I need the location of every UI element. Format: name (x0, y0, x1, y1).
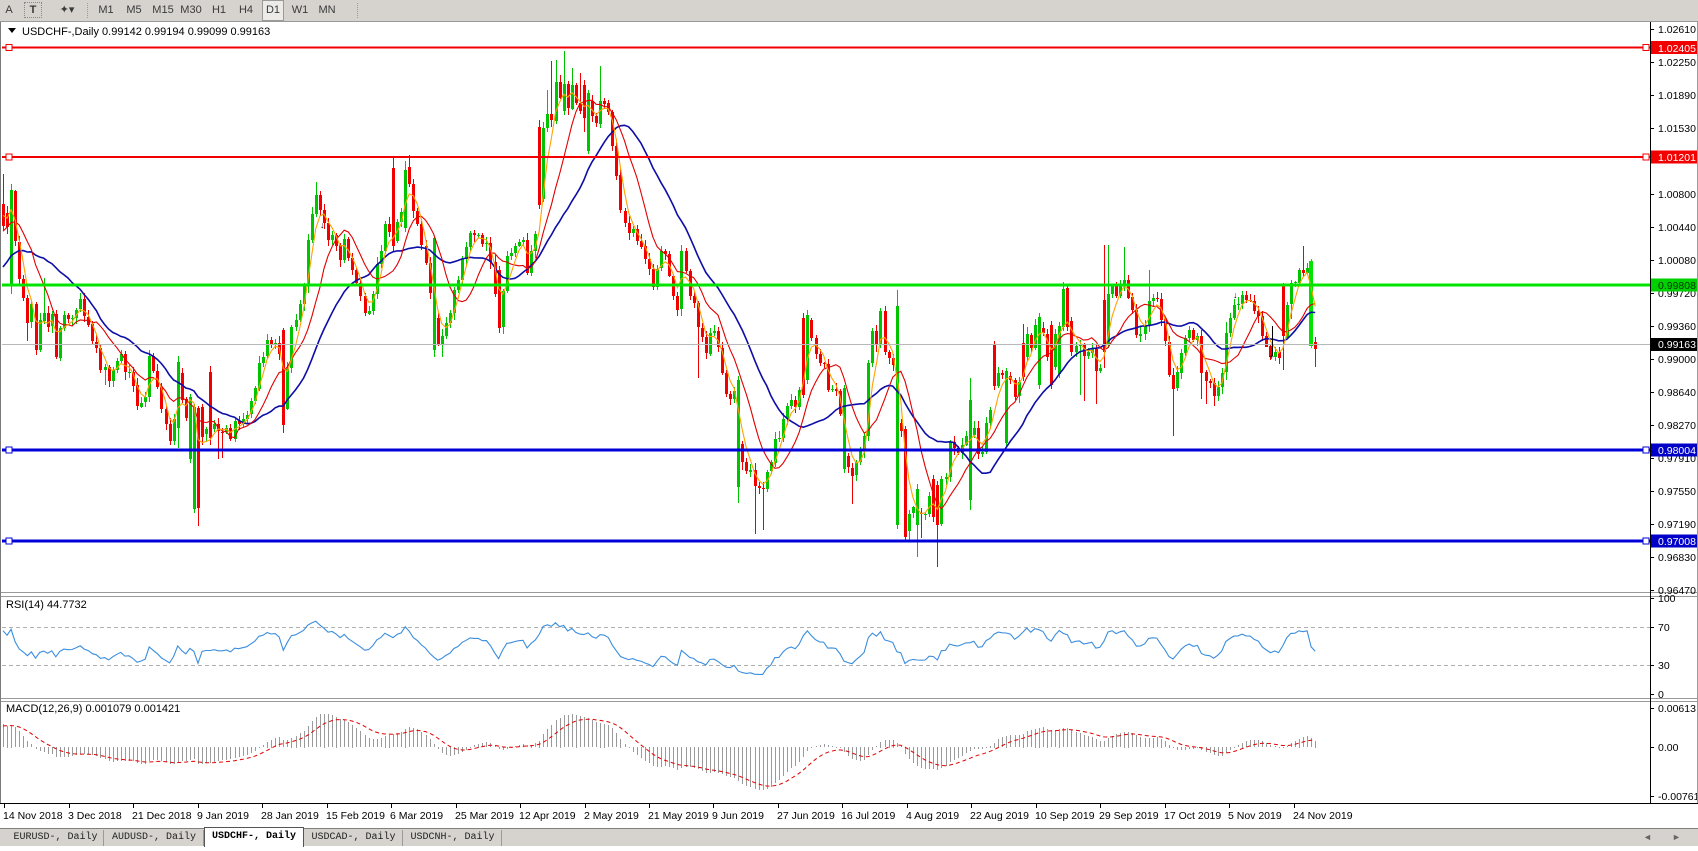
svg-text:21 Dec 2018: 21 Dec 2018 (132, 810, 192, 822)
svg-text:21 May 2019: 21 May 2019 (648, 810, 709, 822)
svg-text:9 Jun 2019: 9 Jun 2019 (712, 810, 764, 822)
svg-text:↓: ↓ (320, 220, 325, 230)
svg-text:15 Feb 2019: 15 Feb 2019 (326, 810, 385, 822)
svg-text:9 Jan 2019: 9 Jan 2019 (197, 810, 249, 822)
svg-text:0.96470: 0.96470 (1658, 585, 1696, 597)
svg-text:16 Jul 2019: 16 Jul 2019 (841, 810, 895, 822)
svg-text:4 Aug 2019: 4 Aug 2019 (906, 810, 959, 822)
svg-text:USDCHF-,Daily 0.99142 0.99194: USDCHF-,Daily 0.99142 0.99194 0.99099 0.… (22, 26, 270, 38)
svg-text:1.00080: 1.00080 (1658, 255, 1696, 267)
svg-text:12 Apr 2019: 12 Apr 2019 (519, 810, 576, 822)
svg-text:0.96830: 0.96830 (1658, 552, 1696, 564)
svg-text:0.99000: 0.99000 (1658, 354, 1696, 366)
svg-text:+: + (1269, 352, 1274, 362)
svg-text:0.98270: 0.98270 (1658, 420, 1696, 432)
svg-text:1.00440: 1.00440 (1658, 222, 1696, 234)
svg-text:14 Nov 2018: 14 Nov 2018 (3, 810, 63, 822)
svg-text:2 May 2019: 2 May 2019 (584, 810, 639, 822)
svg-text:22 Aug 2019: 22 Aug 2019 (970, 810, 1029, 822)
svg-text:25 Mar 2019: 25 Mar 2019 (455, 810, 514, 822)
svg-text:0.97190: 0.97190 (1658, 519, 1696, 531)
svg-text:0.99163: 0.99163 (1658, 339, 1696, 351)
svg-text:1.00800: 1.00800 (1658, 189, 1696, 201)
svg-text:1.01890: 1.01890 (1658, 90, 1696, 102)
svg-text:1.02610: 1.02610 (1658, 24, 1696, 36)
svg-text:-0.00761: -0.00761 (1658, 791, 1698, 803)
svg-text:3 Dec 2018: 3 Dec 2018 (68, 810, 122, 822)
svg-text:0.97008: 0.97008 (1658, 536, 1696, 548)
svg-text:RSI(14) 44.7732: RSI(14) 44.7732 (6, 599, 87, 611)
svg-text:70: 70 (1658, 622, 1670, 634)
svg-text:24 Nov 2019: 24 Nov 2019 (1293, 810, 1353, 822)
svg-text:1.01530: 1.01530 (1658, 123, 1696, 135)
svg-text:27 Jun 2019: 27 Jun 2019 (777, 810, 835, 822)
svg-text:28 Jan 2019: 28 Jan 2019 (261, 810, 319, 822)
svg-text:6 Mar 2019: 6 Mar 2019 (390, 810, 443, 822)
svg-text:10 Sep 2019: 10 Sep 2019 (1035, 810, 1095, 822)
svg-text:MACD(12,26,9) 0.001079 0.00142: MACD(12,26,9) 0.001079 0.001421 (6, 703, 180, 715)
svg-text:30: 30 (1658, 660, 1670, 672)
svg-text:0.99808: 0.99808 (1658, 280, 1696, 292)
svg-text:0.00613: 0.00613 (1658, 703, 1696, 715)
svg-text:0.00: 0.00 (1658, 742, 1679, 754)
svg-text:5 Nov 2019: 5 Nov 2019 (1228, 810, 1282, 822)
svg-text:0: 0 (1658, 689, 1664, 701)
svg-text:0.98004: 0.98004 (1658, 445, 1696, 457)
svg-text:↓: ↓ (1233, 290, 1238, 300)
svg-text:1.02405: 1.02405 (1658, 43, 1696, 55)
svg-text:0.98640: 0.98640 (1658, 387, 1696, 399)
svg-text:0.97550: 0.97550 (1658, 486, 1696, 498)
svg-text:17 Oct 2019: 17 Oct 2019 (1164, 810, 1221, 822)
svg-text:1.01201: 1.01201 (1658, 152, 1696, 164)
svg-text:100: 100 (1658, 593, 1676, 605)
svg-text:1.02250: 1.02250 (1658, 57, 1696, 69)
svg-text:29 Sep 2019: 29 Sep 2019 (1099, 810, 1159, 822)
svg-text:0.99360: 0.99360 (1658, 321, 1696, 333)
